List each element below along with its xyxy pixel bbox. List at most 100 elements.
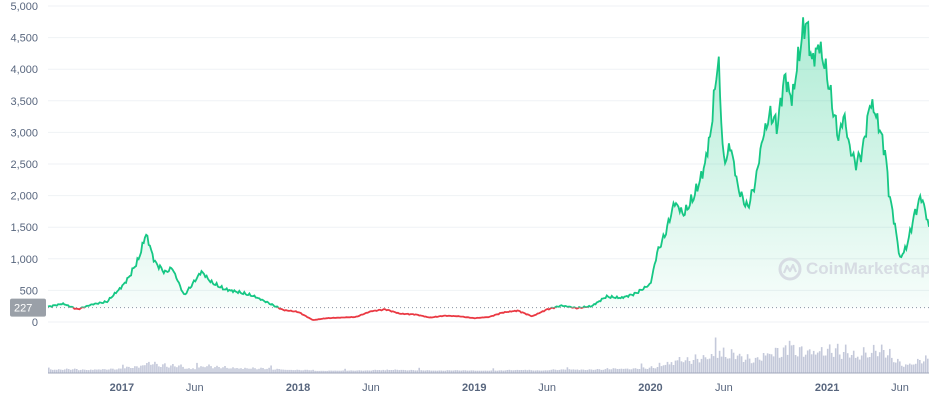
volume-bar (318, 370, 320, 373)
volume-bar (742, 362, 745, 373)
volume-bar (770, 354, 773, 373)
volume-bar (830, 352, 833, 373)
volume-bar (254, 368, 256, 373)
volume-bar (250, 368, 252, 373)
volume-bar (844, 344, 847, 373)
volume-bar (600, 369, 603, 373)
volume-bar (891, 357, 893, 373)
volume-bar (602, 369, 605, 373)
volume-bar (52, 369, 54, 373)
volume-bar (374, 369, 376, 373)
volume-bar (428, 370, 430, 373)
volume-bar (64, 369, 66, 373)
volume-bar (792, 344, 795, 373)
volume-bar (542, 370, 545, 373)
volume-bar (802, 356, 805, 373)
volume-bar (622, 368, 625, 373)
price-area-fill (48, 17, 929, 308)
volume-bar (68, 369, 70, 373)
volume-bar (748, 358, 751, 373)
volume-bar (750, 363, 753, 373)
volume-bar (588, 369, 591, 373)
volume-bar (200, 366, 202, 373)
volume-bar (766, 353, 769, 373)
x-tick-label: Jun (186, 382, 204, 394)
volume-bar (390, 370, 392, 373)
y-tick-label: 3,000 (10, 127, 38, 139)
volume-bar (190, 369, 192, 373)
x-axis: 2017 Jun 2018 Jun 2019 Jun 2020 Jun 2021 Jun (110, 382, 909, 394)
volume-bar (340, 370, 342, 373)
volume-bar (414, 370, 416, 373)
volume-bar (262, 368, 264, 373)
volume-bar (790, 345, 793, 373)
volume-bar (152, 364, 154, 373)
volume-bar (678, 357, 681, 373)
volume-bar (202, 366, 204, 373)
volume-bar (360, 370, 362, 373)
volume-bar (796, 356, 799, 373)
volume-bar (280, 369, 282, 373)
volume-bar (226, 367, 228, 373)
volume-bar (130, 368, 132, 373)
volume-bar (70, 369, 72, 373)
volume-bar (412, 370, 414, 373)
y-tick-label: 1,000 (10, 254, 38, 266)
volume-bar (128, 366, 130, 373)
current-price-label: 227 (14, 303, 32, 315)
volume-bar (768, 353, 771, 373)
volume-bar (806, 350, 809, 373)
volume-bar (510, 370, 513, 373)
volume-bar (634, 368, 637, 373)
volume-bar (552, 369, 555, 373)
volume-bar (778, 357, 781, 373)
volume-bar (186, 368, 188, 373)
volume-bar (470, 370, 473, 373)
volume-bar (636, 368, 639, 373)
volume-bar (294, 370, 296, 373)
volume-bar (172, 364, 174, 373)
volume-bar (482, 370, 485, 373)
volume-bar (432, 370, 434, 373)
volume-bar (860, 355, 863, 373)
volume-bar (596, 369, 599, 373)
volume-bar (498, 370, 501, 373)
volume-bar (704, 357, 707, 373)
volume-bar (456, 370, 459, 373)
volume-bar (862, 347, 865, 373)
volume-bar (218, 367, 220, 373)
volume-bar (438, 370, 440, 373)
volume-bar (694, 354, 697, 373)
volume-bar (216, 365, 218, 373)
volume-bar (804, 354, 807, 373)
volume-bar (410, 369, 412, 373)
volume-bar (810, 354, 813, 373)
volume-bar (230, 368, 232, 373)
volume-bar (927, 358, 929, 373)
volume-bar (905, 364, 907, 373)
volume-bar (378, 370, 380, 373)
y-tick-label: 2,000 (10, 191, 38, 203)
volume-bar (776, 348, 779, 373)
volume-bar (370, 370, 372, 373)
volume-bar (468, 370, 471, 373)
volume-bar (578, 370, 581, 373)
x-tick-label: Jun (362, 382, 380, 394)
volume-bar (722, 347, 725, 373)
volume-bar (514, 370, 517, 373)
volume-bar (504, 370, 507, 373)
volume-bar (82, 369, 84, 373)
volume-bar (738, 353, 741, 373)
volume-bar (266, 368, 268, 373)
volume-bar (48, 367, 50, 373)
volume-bar (760, 360, 763, 373)
volume-bar (762, 353, 765, 373)
volume-bar (338, 370, 340, 373)
volume-bar (828, 344, 831, 373)
volume-bar (446, 370, 449, 373)
y-tick-label: 1,500 (10, 222, 38, 234)
volume-bar (630, 369, 633, 373)
volume-bar (672, 365, 675, 373)
volume-bar (784, 345, 787, 373)
volume-bar (564, 369, 567, 373)
